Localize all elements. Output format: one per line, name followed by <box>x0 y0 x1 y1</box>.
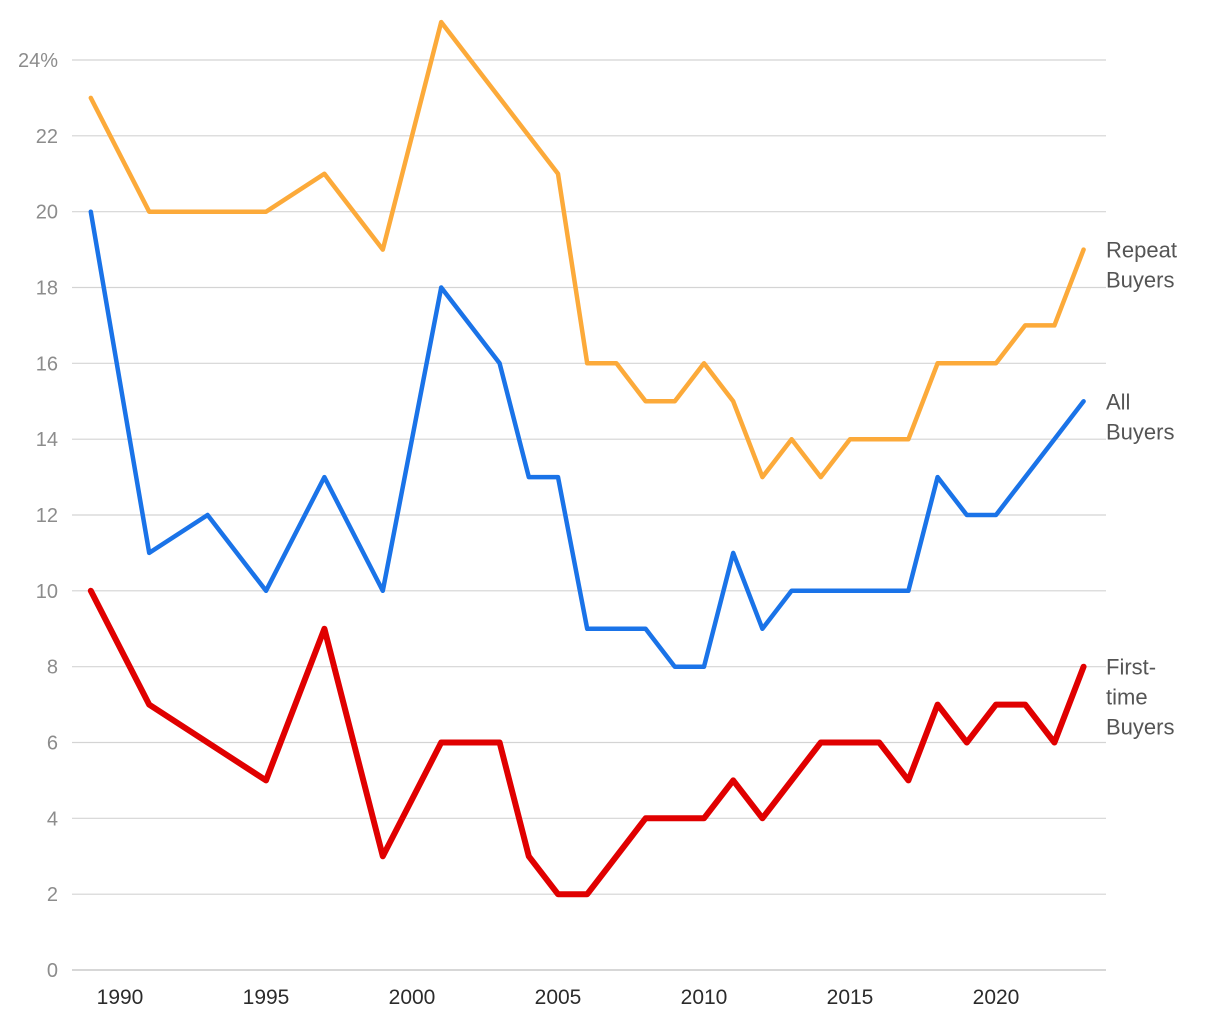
series-label: Buyers <box>1106 268 1174 293</box>
y-tick-label: 4 <box>47 808 58 830</box>
series-label: Repeat <box>1106 238 1177 263</box>
y-tick-label: 20 <box>36 202 58 224</box>
y-tick-label: 8 <box>47 657 58 679</box>
y-tick-label: 16 <box>36 353 58 375</box>
x-tick-label: 2005 <box>535 986 582 1009</box>
series-line-repeat-buyers <box>88 19 1086 480</box>
series-label: Buyers <box>1106 419 1174 444</box>
series-line-all-buyers <box>88 209 1086 669</box>
y-tick-label: 2 <box>47 884 58 906</box>
y-tick-label: 6 <box>47 733 58 755</box>
series-labels: Repeat Buyers All Buyers First-time Buyers <box>1106 238 1177 740</box>
x-tick-label: 1995 <box>243 986 290 1009</box>
x-tick-label: 2015 <box>827 986 874 1009</box>
series-label: All <box>1106 389 1130 414</box>
y-tick-label: 24% <box>18 50 58 72</box>
y-tick-label: 0 <box>47 960 58 982</box>
y-axis-ticks: 0 2 4 6 8 10 12 14 16 18 20 22 24% <box>18 50 58 982</box>
y-tick-label: 14 <box>36 429 58 451</box>
series-label: First- <box>1106 655 1156 680</box>
series-label: Buyers <box>1106 715 1174 740</box>
y-tick-label: 12 <box>36 505 58 527</box>
x-tick-label: 2010 <box>681 986 728 1009</box>
y-tick-label: 10 <box>36 581 58 603</box>
x-tick-label: 1990 <box>97 986 144 1009</box>
series-lines <box>87 19 1087 898</box>
x-tick-label: 2000 <box>389 986 436 1009</box>
x-axis-ticks: 1990 1995 2000 2005 2010 2015 2020 <box>97 986 1020 1009</box>
gridlines <box>72 59 1106 971</box>
y-tick-label: 22 <box>36 126 58 148</box>
series-line-first-time-buyers <box>87 587 1087 898</box>
y-tick-label: 18 <box>36 278 58 300</box>
x-tick-label: 2020 <box>973 986 1020 1009</box>
series-label: time <box>1106 685 1148 710</box>
